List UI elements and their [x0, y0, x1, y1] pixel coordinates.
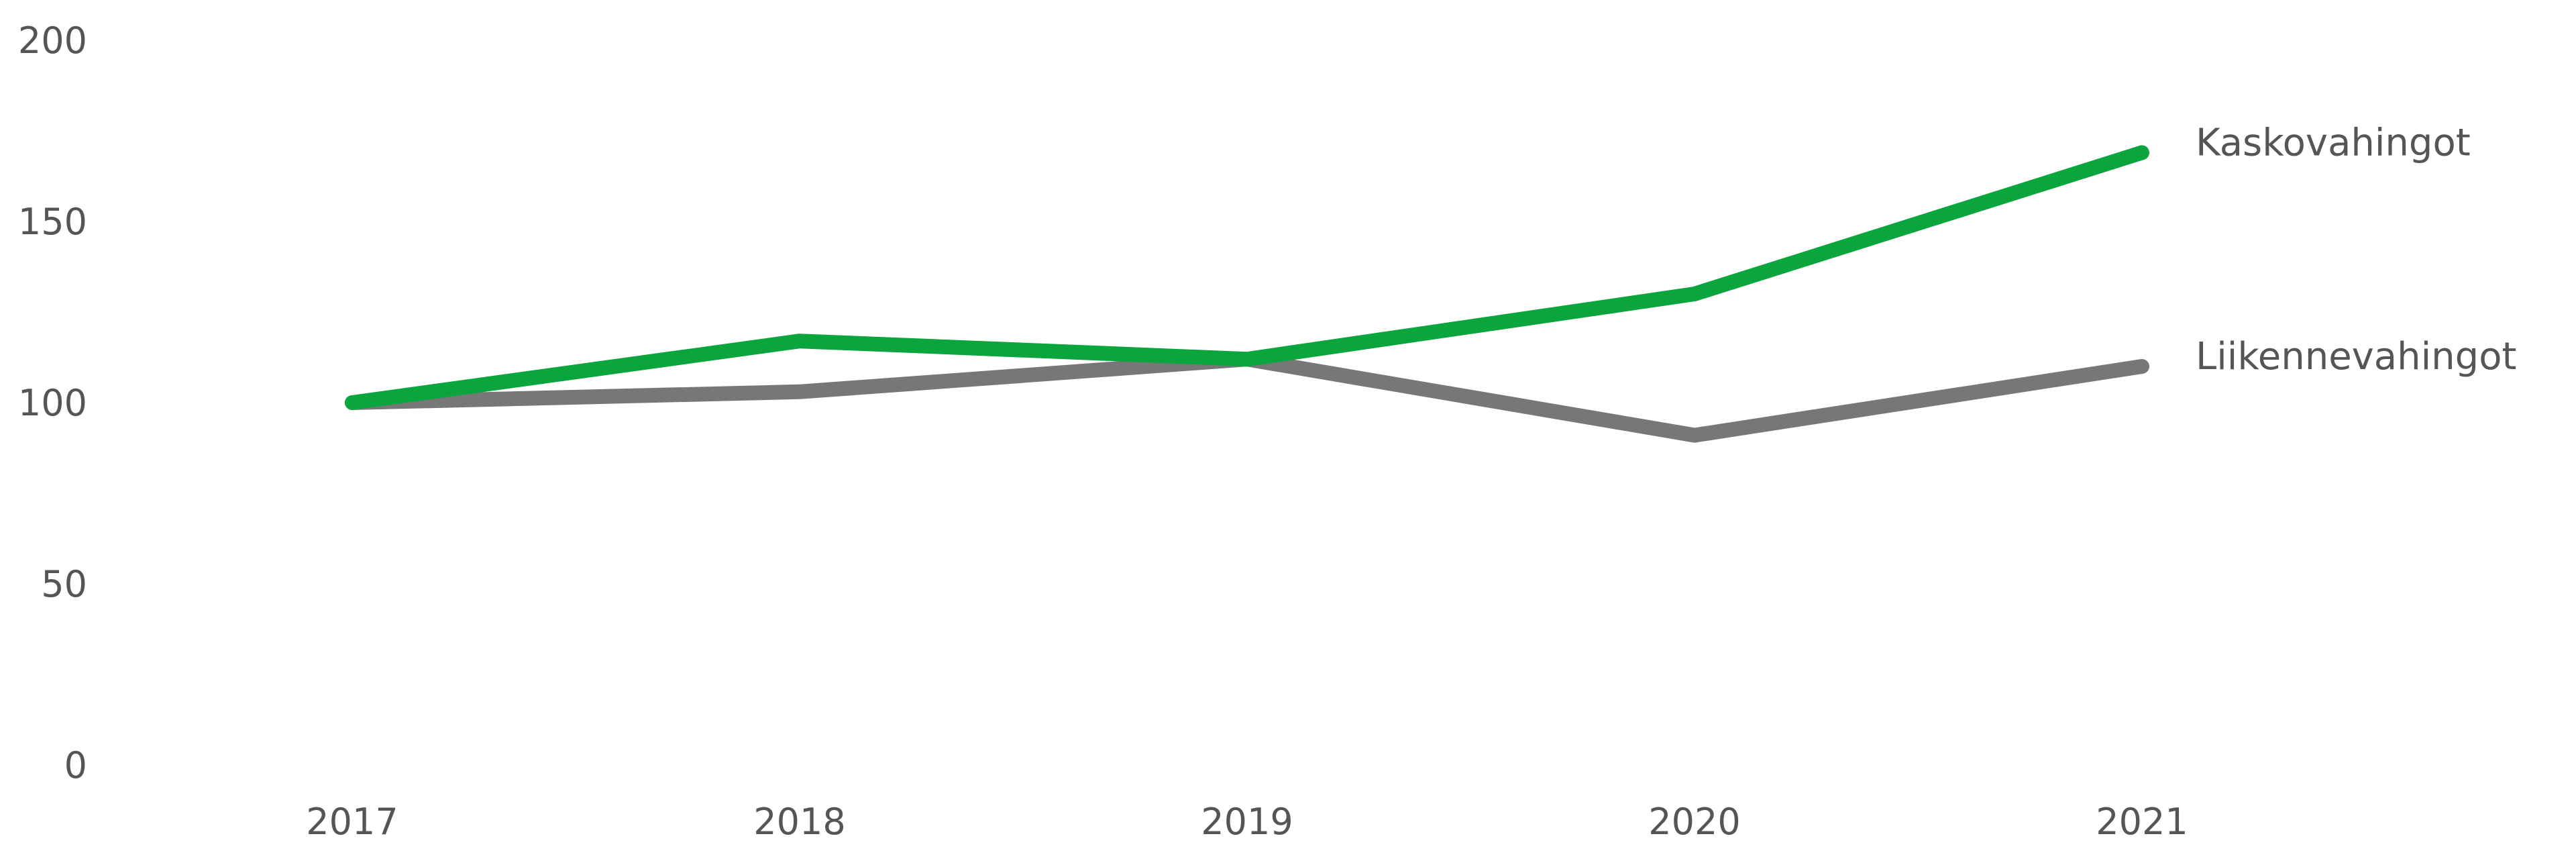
y-tick-label: 0 [64, 744, 87, 786]
data-point [1244, 356, 1250, 362]
data-point [797, 389, 802, 395]
data-point [1692, 432, 1697, 438]
series-labels: Kaskovahingot Liikennevahingot [2196, 121, 2516, 378]
y-tick-label: 200 [18, 19, 87, 62]
series-label: Kaskovahingot [2196, 121, 2471, 164]
x-tick-label: 2018 [753, 801, 845, 843]
data-point [797, 338, 802, 344]
y-axis: 0 50 100 150 200 [18, 19, 87, 786]
y-tick-label: 100 [18, 382, 87, 424]
y-tick-label: 150 [18, 201, 87, 243]
y-tick-label: 50 [41, 563, 87, 605]
data-point [2139, 150, 2145, 156]
x-tick-label: 2017 [306, 801, 398, 843]
x-tick-label: 2019 [1201, 801, 1293, 843]
data-point [2139, 364, 2145, 369]
x-tick-label: 2021 [2096, 801, 2188, 843]
series-lines [345, 145, 2149, 443]
data-point [1692, 291, 1697, 297]
series-line-kaskovahingot [345, 145, 2149, 410]
x-tick-label: 2020 [1648, 801, 1740, 843]
series-label: Liikennevahingot [2196, 335, 2516, 378]
x-axis: 2017 2018 2019 2020 2021 [306, 801, 2188, 843]
data-point [350, 400, 355, 405]
